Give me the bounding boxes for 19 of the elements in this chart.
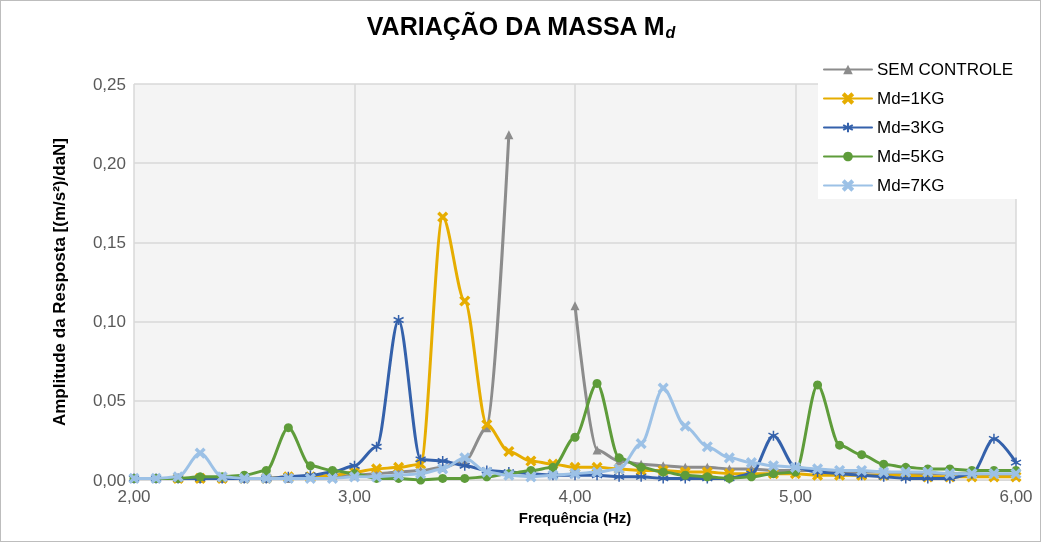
x-tick-label: 5,00 (778, 487, 813, 506)
legend-label: SEM CONTROLE (876, 60, 1014, 79)
y-tick-label: 0,15 (92, 232, 126, 252)
y-tick-label: 0,25 (92, 74, 126, 94)
chart-title: VARIAÇÃO DA MASSA Md (366, 11, 677, 41)
legend-label: Md=5KG (876, 147, 945, 166)
y-tick-label: 0,10 (92, 312, 126, 332)
x-tick-label: 4,00 (558, 487, 592, 506)
x-tick-label: 3,00 (337, 487, 372, 506)
y-axis-title: Amplitude da Resposta [(m/s²)/daN] (50, 137, 69, 427)
y-tick-label: 0,00 (92, 470, 126, 490)
legend-label: Md=7KG (876, 176, 945, 195)
y-tick-label: 0,20 (92, 153, 126, 173)
x-tick-label: 2,00 (117, 487, 151, 506)
legend-label: Md=1KG (876, 89, 945, 108)
x-axis-title: Frequência (Hz) (518, 508, 632, 526)
y-tick-label: 0,05 (92, 391, 126, 411)
x-tick-label: 6,00 (999, 487, 1033, 506)
legend-label: Md=3KG (876, 118, 945, 137)
